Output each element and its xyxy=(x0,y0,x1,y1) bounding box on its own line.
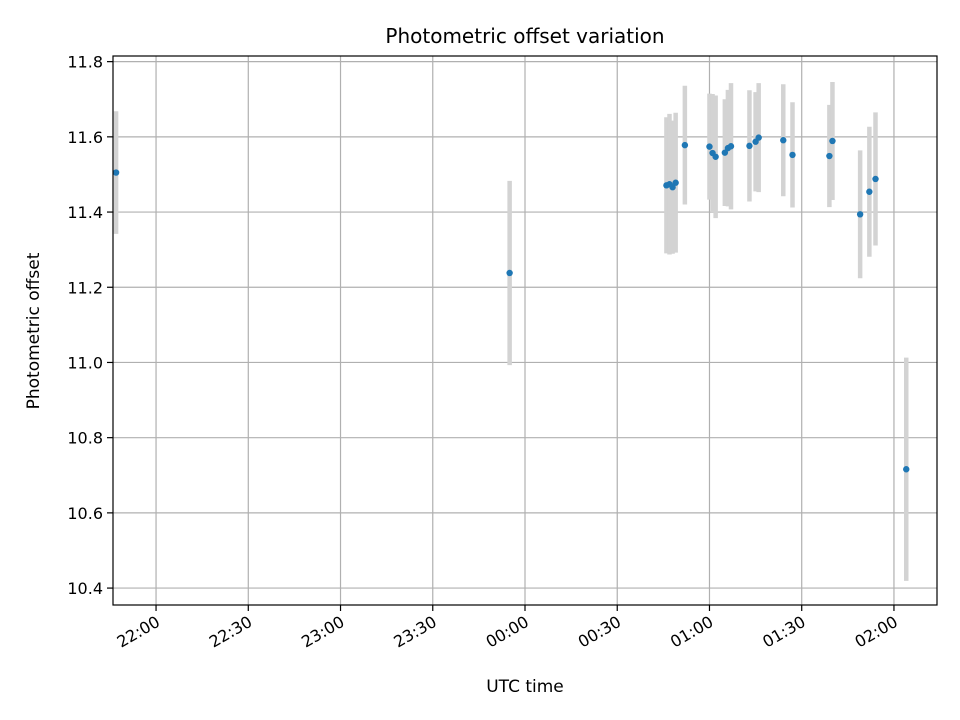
data-point xyxy=(903,466,910,473)
data-point xyxy=(727,143,735,150)
y-tick-label: 10.4 xyxy=(67,579,103,598)
y-tick-label: 11.8 xyxy=(67,53,103,72)
data-point xyxy=(829,137,836,145)
y-tick-label: 11.6 xyxy=(67,128,103,147)
data-point xyxy=(706,143,713,150)
y-axis-title: Photometric offset xyxy=(24,252,44,409)
data-point xyxy=(755,134,762,141)
data-point xyxy=(681,141,689,149)
data-points xyxy=(112,134,910,473)
data-point xyxy=(112,169,120,176)
data-point xyxy=(712,153,719,160)
y-tick-label: 11.2 xyxy=(67,278,103,297)
data-point xyxy=(826,152,833,160)
data-point xyxy=(789,151,796,159)
data-point xyxy=(669,184,676,191)
data-point xyxy=(856,211,864,218)
grid xyxy=(113,56,937,605)
y-tick-label: 11.0 xyxy=(67,353,103,372)
y-tick-label: 11.4 xyxy=(67,203,103,222)
y-tick-label: 10.6 xyxy=(67,504,103,523)
chart-title: Photometric offset variation xyxy=(385,24,664,48)
x-axis-title: UTC time xyxy=(486,677,564,697)
data-point xyxy=(672,179,679,186)
y-tick-label: 10.8 xyxy=(67,429,103,448)
data-point xyxy=(506,269,513,277)
data-point xyxy=(721,149,729,156)
data-point xyxy=(866,188,873,195)
data-point xyxy=(780,137,787,144)
data-point xyxy=(746,142,753,150)
data-point xyxy=(872,175,879,183)
